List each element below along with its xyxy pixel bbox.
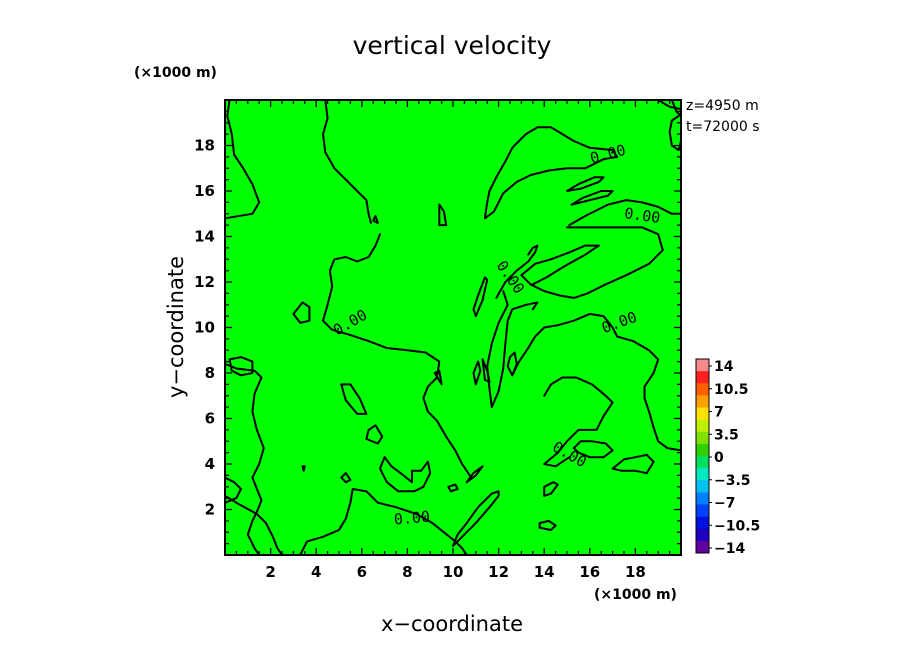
- contour-line-24: [543, 481, 559, 497]
- colorbar-swatch: [696, 395, 709, 408]
- contour-line-30: [340, 472, 352, 484]
- contour-line-16: [472, 276, 489, 318]
- x-axis-label: x−coordinate: [381, 612, 523, 636]
- y-axis-label: y−coordinate: [164, 256, 188, 398]
- contour-line-36: [372, 215, 379, 224]
- contour-line-1: [224, 99, 261, 220]
- contour-lines: [224, 99, 682, 556]
- colorbar-swatch: [696, 504, 709, 517]
- colorbar-swatch: [696, 456, 709, 469]
- axis-ticks: 2 4 6 8 10 12 14 16 18 2 4 6 8 10 12 14 16 18: [194, 100, 681, 581]
- colorbar-label: 3.5: [714, 427, 739, 443]
- y-tick-label: 4: [205, 455, 215, 473]
- colorbar-swatch: [696, 419, 709, 433]
- x-tick-label: 18: [625, 563, 646, 581]
- contour-line-27: [447, 483, 459, 493]
- contour-line-39: [657, 99, 682, 111]
- contour-line-38: [670, 99, 682, 117]
- colorbar-swatch: [696, 371, 709, 384]
- x-tick-label: 6: [357, 563, 367, 581]
- colorbar-swatch: [696, 359, 709, 372]
- contour-line-23: [611, 453, 655, 475]
- colorbar-label: −7: [714, 496, 735, 512]
- y-tick-label: 10: [194, 319, 215, 337]
- x-tick-label: 12: [488, 563, 509, 581]
- y-tick-label: 6: [205, 410, 215, 428]
- info-time: t=72000 s: [686, 119, 760, 135]
- contour-label-7: 0.00: [393, 508, 431, 529]
- x-tick-label: 16: [579, 563, 600, 581]
- colorbar-label: −3.5: [714, 473, 751, 489]
- contour-line-21: [543, 376, 614, 468]
- contour-line-9: [483, 126, 619, 220]
- y-tick-label: 14: [194, 228, 215, 246]
- contour-label-2: 0.00: [623, 204, 661, 227]
- chart-title: vertical velocity: [353, 31, 552, 60]
- contour-line-22: [572, 440, 614, 459]
- x-tick-label: 2: [265, 563, 275, 581]
- contour-line-8: [301, 465, 306, 472]
- contour-line-34: [228, 356, 254, 377]
- contour-line-10: [568, 199, 682, 227]
- contour-line-5: [299, 488, 468, 556]
- contour-line-12: [566, 176, 605, 192]
- x-axis-unit: (×1000 m): [594, 587, 677, 603]
- colorbar-label: 14: [714, 359, 734, 375]
- contour-line-13: [570, 190, 614, 206]
- contour-line-20: [511, 312, 682, 452]
- colorbar-swatch: [696, 516, 709, 530]
- velocity-field: [225, 100, 681, 555]
- y-tick-label: 18: [194, 137, 215, 155]
- contour-line-18: [506, 351, 518, 377]
- contour-line-14: [495, 244, 539, 299]
- contour-line-2: [322, 99, 372, 224]
- x-tick-label: 14: [534, 563, 555, 581]
- contour-line-15: [486, 290, 539, 409]
- y-axis-unit: (×1000 m): [134, 65, 217, 81]
- colorbar-swatch: [696, 468, 709, 481]
- colorbar-label: −14: [714, 541, 745, 557]
- info-height: z=4950 m: [686, 98, 759, 114]
- contour-line-25: [538, 519, 557, 531]
- contour-line-3: [322, 233, 473, 479]
- colorbar-swatch: [696, 407, 709, 420]
- colorbar-swatch: [696, 528, 709, 542]
- contour-line-11: [520, 226, 664, 299]
- contour-line-37: [668, 114, 682, 152]
- contour-line-4: [224, 362, 265, 556]
- colorbar-swatch: [696, 383, 709, 396]
- colorbar-swatch: [696, 480, 709, 493]
- y-tick-label: 12: [194, 273, 215, 291]
- colorbar-swatch: [696, 431, 709, 445]
- contour-line-17: [481, 358, 491, 384]
- colorbar-swatch: [696, 492, 709, 505]
- contour-line-40: [433, 369, 443, 386]
- contour-line-28: [465, 465, 484, 484]
- contour-labels: 0.000.000.000.00 0.000.000.00: [330, 141, 661, 529]
- contour-line-32: [340, 383, 368, 415]
- contour-line-7: [224, 494, 283, 556]
- colorbar-label: 0: [714, 450, 724, 466]
- colorbar-frame: [695, 358, 710, 554]
- x-tick-label: 4: [311, 563, 321, 581]
- y-tick-label: 2: [205, 501, 215, 519]
- contour-line-35: [438, 203, 448, 227]
- colorbar-label: 7: [714, 405, 724, 421]
- contour-line-33: [292, 301, 311, 324]
- contour-line-29: [379, 456, 432, 493]
- contour-line-19: [472, 360, 482, 386]
- colorbar: 14 10.5 7 3.5 0 −3.5 −7 −10.5 −14: [695, 358, 760, 557]
- contour-line-26: [452, 490, 500, 547]
- y-tick-label: 8: [205, 364, 215, 382]
- colorbar-swatch: [696, 540, 709, 554]
- contour-line-31: [365, 424, 384, 445]
- x-tick-label: 10: [443, 563, 464, 581]
- colorbar-label: 10.5: [714, 382, 749, 398]
- colorbar-swatch: [696, 443, 709, 457]
- x-tick-label: 8: [402, 563, 412, 581]
- y-tick-label: 16: [194, 182, 215, 200]
- colorbar-label: −10.5: [714, 518, 760, 534]
